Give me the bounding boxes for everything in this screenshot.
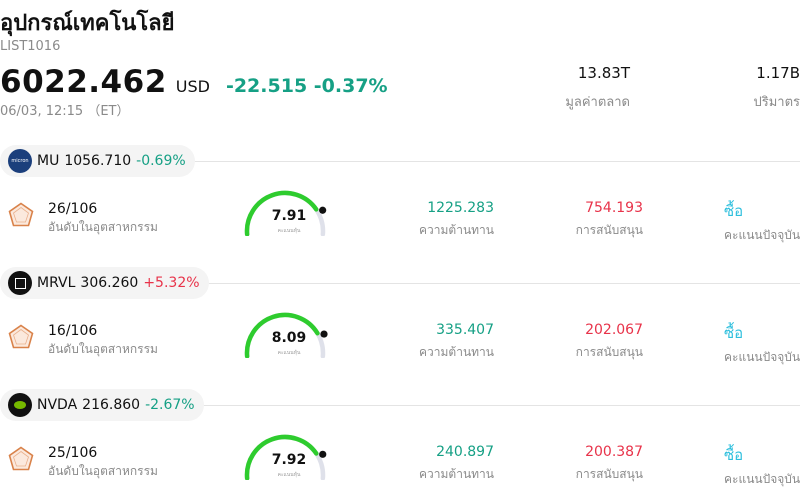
stock-price: 1056.710 [64,153,132,169]
micron-logo: micron [8,149,32,173]
resistance: 1225.283 ความต้านทาน [419,200,494,237]
resistance: 240.897 ความต้านทาน [419,444,494,481]
market-cap: 13.83T มูลค่าตลาด [565,64,630,110]
list-code: LIST1016 [0,39,61,54]
stock-score: 7.91 [271,208,307,224]
industry-rank: 25/106 อันดับในอุตสาหกรรม [48,445,158,478]
support: 200.387 การสนับสนุน [575,444,643,481]
nvidia-logo [8,393,32,417]
rank-pentagon-icon [8,446,34,471]
stock-price: 306.260 [80,275,139,291]
current-rating[interactable]: ซื้อ คะแนนปัจจุบัน [724,446,800,486]
stock-chip[interactable]: MRVL 306.260 +5.32% [0,267,209,299]
stock-ticker: MRVL [37,275,76,291]
volume: 1.17B ปริมาตร [753,64,800,110]
stock-chip[interactable]: NVDA 216.860 -2.67% [0,389,204,421]
row-divider [190,161,800,162]
stock-score-gauge [244,434,327,480]
stock-score: 7.92 [271,452,307,468]
stock-chip[interactable]: micron MU 1056.710 -0.69% [0,145,195,177]
current-rating[interactable]: ซื้อ คะแนนปัจจุบัน [724,324,800,364]
stock-change: -2.67% [145,397,195,413]
stock-change: +5.32% [143,275,200,291]
support: 754.193 การสนับสนุน [575,200,643,237]
stock-ticker: NVDA [37,397,78,413]
rank-pentagon-icon [8,324,34,349]
row-divider [190,405,800,406]
stock-ticker: MU [37,153,60,169]
price-change: -22.515 -0.37% [225,75,388,97]
stock-change: -0.69% [136,153,186,169]
index-price: 6022.462 [0,64,167,100]
page-title: อุปกรณ์เทคโนโลยี [0,11,175,36]
resistance: 335.407 ความต้านทาน [419,322,494,359]
stock-score-gauge [244,190,327,236]
rank-pentagon-icon [8,202,34,227]
price-row: 6022.462 USD -22.515 -0.37% [0,64,388,100]
industry-rank: 16/106 อันดับในอุตสาหกรรม [48,323,158,356]
currency: USD [175,77,210,96]
current-rating[interactable]: ซื้อ คะแนนปัจจุบัน [724,202,800,242]
marvell-logo [8,271,32,295]
stock-score-caption: คะแนนหุ้น [277,350,301,356]
row-divider [190,283,800,284]
stock-price: 216.860 [82,397,141,413]
support: 202.067 การสนับสนุน [575,322,643,359]
stock-score-caption: คะแนนหุ้น [277,472,301,478]
stock-score-gauge [244,312,328,358]
industry-rank: 26/106 อันดับในอุตสาหกรรม [48,201,158,234]
stock-score: 8.09 [271,330,307,346]
timestamp: 06/03, 12:15 （ET） [0,104,130,119]
stock-score-caption: คะแนนหุ้น [277,228,301,234]
